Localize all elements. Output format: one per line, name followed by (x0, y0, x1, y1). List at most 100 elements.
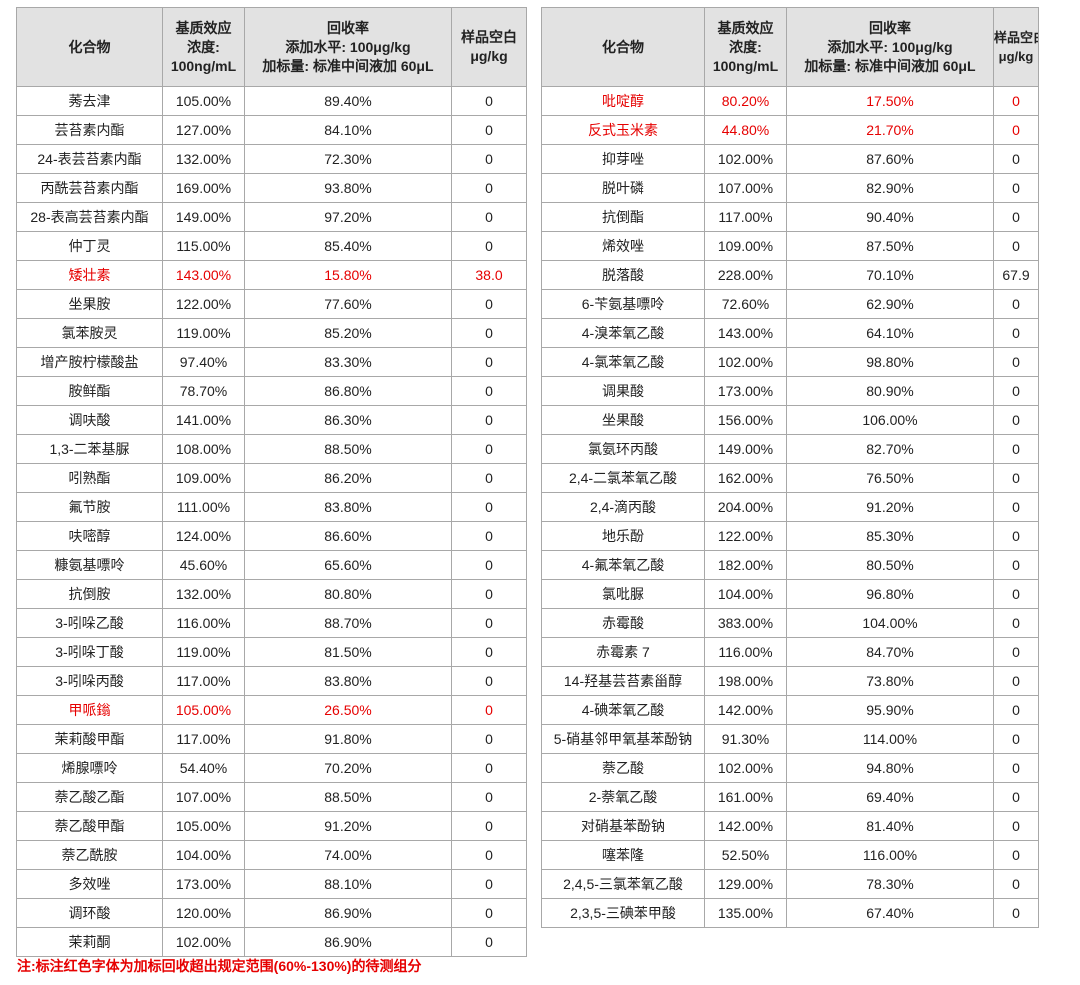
matrix-effect-cell: 78.70% (162, 376, 245, 406)
compound-cell: 6-苄氨基嘌呤 (541, 289, 705, 319)
table-row: 3-吲哚丙酸 117.00% 83.80% 0 (16, 666, 527, 696)
table-row: 赤霉素 7 116.00% 84.70% 0 (541, 637, 1039, 667)
sample-blank-cell: 0 (993, 811, 1039, 841)
matrix-effect-cell: 115.00% (162, 231, 245, 261)
table-row: 多效唑 173.00% 88.10% 0 (16, 869, 527, 899)
compound-cell: 脱落酸 (541, 260, 705, 290)
table-row: 胺鲜酯 78.70% 86.80% 0 (16, 376, 527, 406)
table-row: 24-表芸苔素内酯 132.00% 72.30% 0 (16, 144, 527, 174)
table-row: 反式玉米素 44.80% 21.70% 0 (541, 115, 1039, 145)
recovery-cell: 91.20% (244, 811, 452, 841)
table-row: 6-苄氨基嘌呤 72.60% 62.90% 0 (541, 289, 1039, 319)
matrix-effect-cell: 135.00% (704, 898, 787, 928)
table-row: 萘乙酸甲酯 105.00% 91.20% 0 (16, 811, 527, 841)
compound-cell: 萘乙酸乙酯 (16, 782, 163, 812)
sample-blank-cell: 0 (451, 318, 527, 348)
sample-blank-cell: 0 (993, 521, 1039, 551)
sample-blank-cell: 0 (451, 782, 527, 812)
recovery-cell: 86.60% (244, 521, 452, 551)
sample-blank-cell: 0 (993, 840, 1039, 870)
recovery-cell: 21.70% (786, 115, 994, 145)
recovery-cell: 78.30% (786, 869, 994, 899)
compound-cell: 坐果酸 (541, 405, 705, 435)
compound-cell: 萘乙酸甲酯 (16, 811, 163, 841)
matrix-effect-cell: 54.40% (162, 753, 245, 783)
matrix-effect-cell: 119.00% (162, 318, 245, 348)
table-row: 芸苔素内酯 127.00% 84.10% 0 (16, 115, 527, 145)
matrix-effect-cell: 105.00% (162, 695, 245, 725)
sample-blank-cell: 0 (993, 463, 1039, 493)
sample-blank-cell: 0 (451, 289, 527, 319)
matrix-effect-cell: 142.00% (704, 695, 787, 725)
compound-cell: 14-羟基芸苔素甾醇 (541, 666, 705, 696)
matrix-effect-cell: 108.00% (162, 434, 245, 464)
recovery-cell: 76.50% (786, 463, 994, 493)
table-row: 坐果胺 122.00% 77.60% 0 (16, 289, 527, 319)
compound-cell: 28-表高芸苔素内酯 (16, 202, 163, 232)
recovery-cell: 81.50% (244, 637, 452, 667)
sample-blank-cell: 0 (451, 695, 527, 725)
compound-cell: 反式玉米素 (541, 115, 705, 145)
table-row: 仲丁灵 115.00% 85.40% 0 (16, 231, 527, 261)
table-row: 烯效唑 109.00% 87.50% 0 (541, 231, 1039, 261)
recovery-cell: 86.20% (244, 463, 452, 493)
matrix-effect-cell: 182.00% (704, 550, 787, 580)
sample-blank-cell: 0 (993, 637, 1039, 667)
compound-cell: 调呋酸 (16, 405, 163, 435)
recovery-cell: 70.10% (786, 260, 994, 290)
compound-cell: 莠去津 (16, 86, 163, 116)
compound-cell: 赤霉素 7 (541, 637, 705, 667)
recovery-cell: 81.40% (786, 811, 994, 841)
compound-cell: 萘乙酰胺 (16, 840, 163, 870)
header-compound: 化合物 (541, 7, 705, 87)
sample-blank-cell: 67.9 (993, 260, 1039, 290)
matrix-effect-cell: 161.00% (704, 782, 787, 812)
matrix-effect-cell: 198.00% (704, 666, 787, 696)
compound-cell: 地乐酚 (541, 521, 705, 551)
recovery-cell: 80.50% (786, 550, 994, 580)
sample-blank-cell: 0 (451, 463, 527, 493)
table-row: 14-羟基芸苔素甾醇 198.00% 73.80% 0 (541, 666, 1039, 696)
recovery-cell: 87.50% (786, 231, 994, 261)
left-recovery-table: 化合物 基质效应 浓度: 100ng/mL 回收率 添加水平: 100μg/kg 加标量… (16, 7, 527, 957)
sample-blank-cell: 0 (993, 405, 1039, 435)
sample-blank-cell: 0 (993, 579, 1039, 609)
sample-blank-cell: 0 (451, 231, 527, 261)
matrix-effect-cell: 149.00% (704, 434, 787, 464)
sample-blank-cell: 0 (451, 550, 527, 580)
compound-cell: 增产胺柠檬酸盐 (16, 347, 163, 377)
compound-cell: 2,4-二氯苯氧乙酸 (541, 463, 705, 493)
header-matrix-effect: 基质效应 浓度: 100ng/mL (704, 7, 787, 87)
matrix-effect-cell: 149.00% (162, 202, 245, 232)
matrix-effect-cell: 122.00% (162, 289, 245, 319)
compound-cell: 坐果胺 (16, 289, 163, 319)
compound-cell: 4-溴苯氧乙酸 (541, 318, 705, 348)
table-row: 糠氨基嘌呤 45.60% 65.60% 0 (16, 550, 527, 580)
matrix-effect-cell: 91.30% (704, 724, 787, 754)
recovery-cell: 83.80% (244, 492, 452, 522)
table-row: 28-表高芸苔素内酯 149.00% 97.20% 0 (16, 202, 527, 232)
matrix-effect-cell: 102.00% (162, 927, 245, 957)
sample-blank-cell: 0 (993, 869, 1039, 899)
sample-blank-cell: 0 (451, 869, 527, 899)
sample-blank-cell: 0 (451, 173, 527, 203)
table-row: 茉莉酸甲酯 117.00% 91.80% 0 (16, 724, 527, 754)
compound-cell: 萘乙酸 (541, 753, 705, 783)
compound-cell: 氯吡脲 (541, 579, 705, 609)
recovery-cell: 73.80% (786, 666, 994, 696)
recovery-cell: 97.20% (244, 202, 452, 232)
recovery-cell: 86.80% (244, 376, 452, 406)
sample-blank-cell: 0 (993, 782, 1039, 812)
table-row: 噻苯隆 52.50% 116.00% 0 (541, 840, 1039, 870)
recovery-cell: 17.50% (786, 86, 994, 116)
table-row: 氟节胺 111.00% 83.80% 0 (16, 492, 527, 522)
table-row: 矮壮素 143.00% 15.80% 38.0 (16, 260, 527, 290)
recovery-cell: 82.70% (786, 434, 994, 464)
matrix-effect-cell: 119.00% (162, 637, 245, 667)
table-row: 2,3,5-三碘苯甲酸 135.00% 67.40% 0 (541, 898, 1039, 928)
left-table-body: 莠去津 105.00% 89.40% 0 芸苔素内酯 127.00% 84.10% 0 24-表… (16, 86, 527, 957)
compound-cell: 茉莉酸甲酯 (16, 724, 163, 754)
sample-blank-cell: 0 (451, 405, 527, 435)
matrix-effect-cell: 104.00% (704, 579, 787, 609)
